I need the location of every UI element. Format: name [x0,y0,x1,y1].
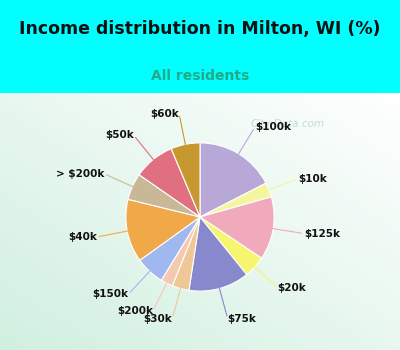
Wedge shape [171,143,200,217]
Text: $75k: $75k [228,314,256,323]
Wedge shape [200,197,274,258]
Text: $125k: $125k [304,229,340,239]
Text: $30k: $30k [144,314,172,323]
Wedge shape [140,217,200,280]
Wedge shape [139,149,200,217]
Text: $50k: $50k [105,130,134,140]
Text: All residents: All residents [151,69,249,83]
Text: $200k: $200k [117,306,153,316]
Wedge shape [200,217,262,274]
Wedge shape [200,183,271,217]
Wedge shape [161,217,200,286]
Wedge shape [200,143,266,217]
Text: $100k: $100k [255,122,291,132]
Text: $20k: $20k [278,283,306,293]
Wedge shape [172,217,200,290]
Text: $10k: $10k [298,174,327,183]
Text: $60k: $60k [150,109,179,119]
Wedge shape [189,217,247,291]
Text: $40k: $40k [68,232,97,242]
Text: $150k: $150k [92,289,128,299]
Text: City-Data.com: City-Data.com [251,119,325,128]
Text: > $200k: > $200k [56,169,104,179]
Text: Income distribution in Milton, WI (%): Income distribution in Milton, WI (%) [19,20,381,38]
Wedge shape [126,199,200,260]
Wedge shape [128,175,200,217]
